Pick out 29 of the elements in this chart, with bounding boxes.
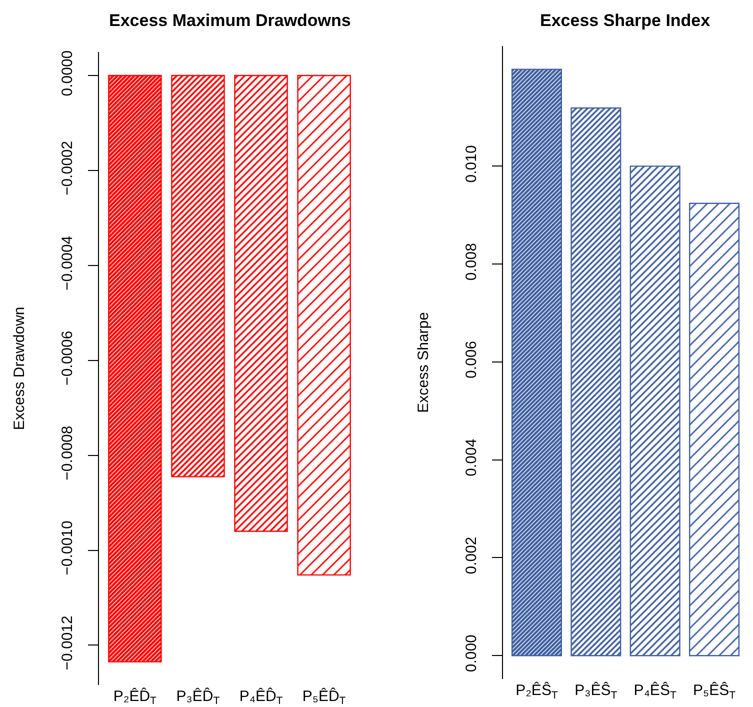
y-tick-label: −0.0008 [59,426,76,480]
y-tick-label: 0.002 [463,536,480,574]
x-tick-label: P₃ÊŜ$_{T}$ [574,681,618,702]
y-tick-label: 0.010 [463,145,480,183]
x-tick-label: P₄ÊD̂$_{T}$ [239,687,284,707]
y-tick-label: 0.008 [463,243,480,281]
y-tick-label: 0.0000 [59,50,76,96]
y-tick-label: −0.0004 [59,236,76,290]
y-tick-label: −0.0012 [59,616,76,670]
bar [689,202,740,656]
x-tick-label: P₄ÊŜ$_{T}$ [634,681,677,702]
y-tick-label: 0.000 [463,634,480,672]
x-tick-label: P₂ÊŜ$_{T}$ [516,681,558,702]
chart-title: Excess Sharpe Index [540,11,711,30]
y-tick-label: −0.0006 [59,330,76,386]
x-tick-label: P₃ÊD̂$_{T}$ [176,687,220,707]
chart-title: Excess Maximum Drawdowns [109,11,351,30]
y-tick-label: 0.006 [463,340,480,378]
x-tick-label: P₅ÊD̂$_{T}$ [302,687,346,707]
bar [630,166,680,656]
y-tick-label: −0.0002 [59,140,76,196]
y-axis-title: Excess Sharpe [415,312,432,413]
y-tick-label: 0.004 [463,438,480,476]
bar [570,107,622,656]
bar [511,68,562,656]
y-axis-title: Excess Drawdown [11,306,28,430]
x-tick-label: P₂ÊD̂$_{T}$ [113,687,158,707]
x-tick-label: P₅ÊŜ$_{T}$ [693,681,736,702]
y-tick-label: −0.0010 [59,520,76,576]
